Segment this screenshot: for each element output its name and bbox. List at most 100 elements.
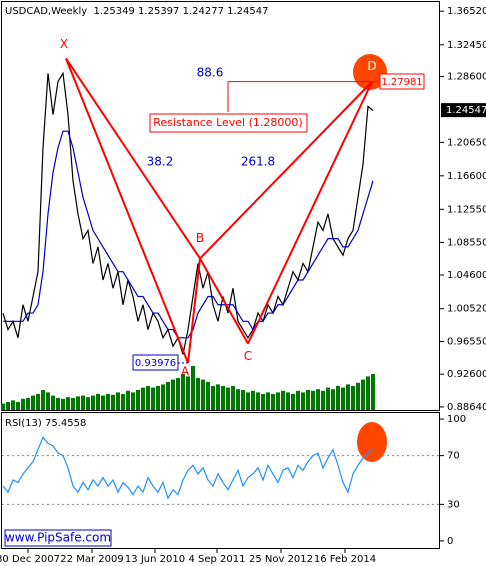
volume-bar — [201, 379, 205, 410]
volume-bar — [101, 395, 105, 410]
volume-bar — [206, 382, 210, 410]
volume-bar — [331, 389, 335, 410]
volume-bar — [291, 394, 295, 410]
volume-bar — [91, 395, 95, 410]
y-tick-label: 1.04600 — [447, 270, 486, 281]
panel-title: USDCAD,Weekly 1.25349 1.25397 1.24277 1.… — [5, 6, 268, 17]
volume-bar — [96, 394, 100, 410]
pattern-point-label: X — [60, 37, 68, 51]
volume-bar — [51, 395, 55, 410]
volume-bar — [361, 379, 365, 410]
volume-bar — [11, 400, 15, 410]
volume-bar — [321, 390, 325, 410]
volume-bar — [161, 384, 165, 410]
pattern-point-label: C — [244, 349, 252, 363]
x-tick-label: 25 Nov 2012 — [249, 554, 313, 565]
volume-bar — [46, 392, 50, 410]
y-tick-label: 1.00520 — [447, 304, 486, 315]
volume-bar — [61, 398, 65, 410]
volume-bar — [106, 394, 110, 410]
volume-bar — [126, 390, 130, 410]
x-tick-label: 30 Dec 2007 — [0, 554, 60, 565]
ratio-label: 38.2 — [147, 155, 174, 169]
volume-bar — [266, 392, 270, 410]
y-tick-label: 0.92600 — [447, 369, 486, 380]
y-tick-label: 0.96550 — [447, 337, 486, 348]
volume-bar — [226, 387, 230, 410]
pattern-leg — [247, 81, 373, 345]
volume-bar — [166, 382, 170, 410]
rsi-line — [2, 436, 374, 500]
volume-bar — [21, 398, 25, 410]
volume-bar — [356, 382, 360, 410]
volume-bar — [296, 390, 300, 410]
volume-bar — [346, 384, 350, 410]
volume-bar — [211, 386, 215, 410]
volume-bar — [81, 395, 85, 410]
volume-bar — [311, 390, 315, 410]
volume-bar — [301, 392, 305, 410]
y-tick-label: 1.20650 — [447, 137, 486, 148]
volume-bar — [86, 397, 90, 410]
price-connector — [371, 80, 381, 83]
rsi-panel — [1, 412, 440, 549]
volume-bar — [196, 378, 200, 410]
volume-bar — [116, 392, 120, 410]
volume-bar — [351, 386, 355, 410]
volume-bar — [186, 376, 190, 410]
price-label: 0.93976 — [135, 358, 176, 369]
y-tick-label: 30 — [447, 499, 460, 510]
panel-title: RSI(13) 75.4558 — [5, 418, 86, 429]
volume-bar — [171, 379, 175, 410]
volume-bar — [281, 390, 285, 410]
volume-bar — [176, 378, 180, 410]
pattern-leg — [199, 257, 249, 345]
volume-bar — [236, 389, 240, 410]
y-tick-label: 0 — [447, 536, 453, 547]
volume-bar — [146, 386, 150, 410]
y-tick-label: 70 — [447, 451, 460, 462]
last-price-label: 1.24547 — [446, 105, 486, 116]
volume-bar — [111, 394, 115, 410]
volume-bar — [131, 392, 135, 410]
volume-bar — [156, 386, 160, 410]
volume-bar — [66, 397, 70, 410]
watermark-box — [4, 529, 112, 547]
volume-bar — [336, 386, 340, 410]
volume-bar — [366, 376, 370, 410]
y-tick-label: 1.32450 — [447, 40, 486, 51]
price-line — [2, 71, 374, 355]
volume-bar — [26, 398, 30, 410]
pattern-leg — [187, 258, 201, 363]
volume-bar — [151, 387, 155, 410]
ratio-label: 88.6 — [197, 66, 224, 80]
price-box — [379, 73, 425, 90]
last-price-box — [441, 103, 486, 118]
volume-bar — [56, 398, 60, 410]
volume-bar — [371, 374, 375, 410]
pattern-leg — [199, 81, 373, 260]
volume-bar — [216, 384, 220, 410]
x-tick-label: 16 Feb 2014 — [314, 554, 376, 565]
y-tick-label: 1.28600 — [447, 72, 486, 83]
pattern-point-label: B — [196, 231, 204, 245]
resistance-label: Resistance Level (1.28000) — [153, 116, 302, 129]
volume-bar — [306, 390, 310, 410]
volume-bar — [76, 396, 80, 410]
volume-bar — [231, 386, 235, 410]
pattern-point-label: A — [181, 364, 190, 378]
price-box — [132, 354, 179, 371]
y-tick-label: 1.16600 — [447, 171, 486, 182]
price-label: 1.27981 — [381, 77, 422, 88]
pattern-leg — [65, 57, 201, 260]
ratio-label: 261.8 — [241, 155, 275, 169]
x-tick-label: 4 Sep 2011 — [188, 554, 245, 565]
volume-bar — [276, 392, 280, 410]
volume-bar — [121, 394, 125, 410]
volume-bar — [341, 387, 345, 410]
volume-bar — [246, 392, 250, 410]
volume-bar — [191, 366, 195, 410]
y-tick-label: 1.36520 — [447, 6, 486, 17]
volume-bar — [286, 392, 290, 410]
